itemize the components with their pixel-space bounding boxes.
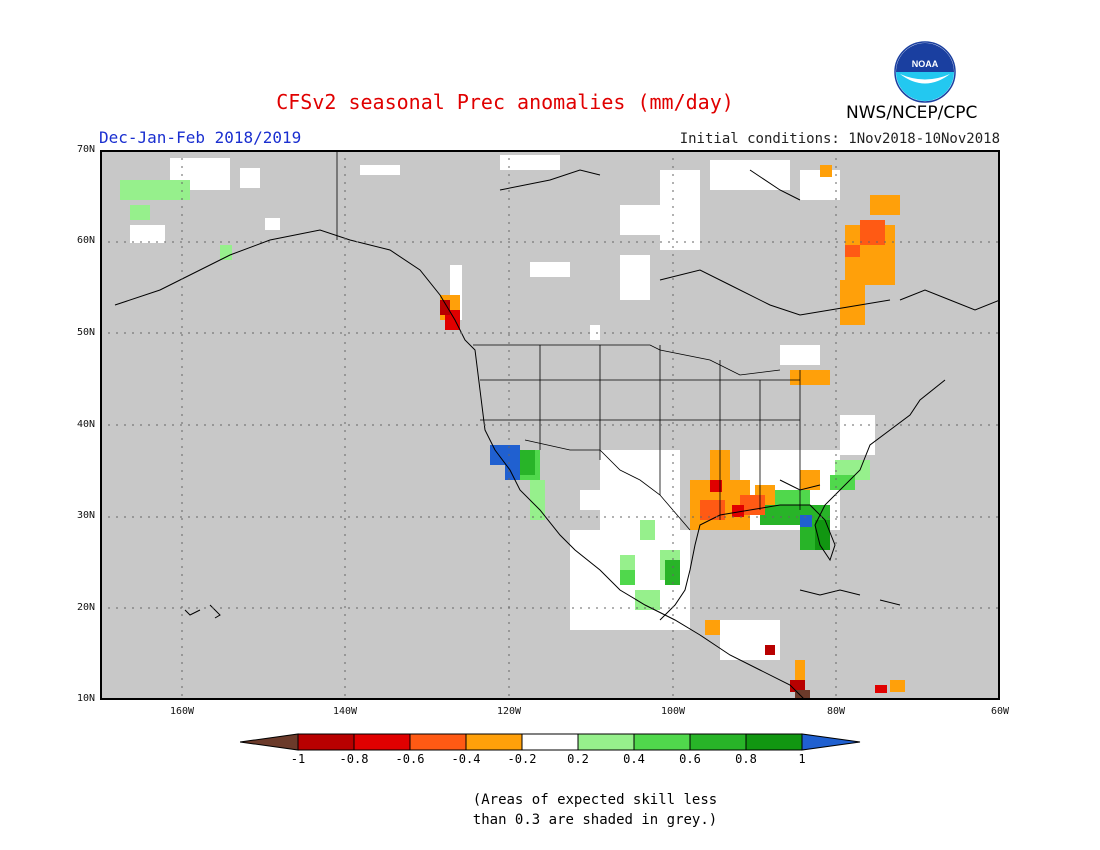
lat-label-40n: 40N [76,419,95,430]
lon-label-120w: 120W [496,706,522,717]
colorbar-label: 0.8 [735,752,757,766]
map-title: CFSv2 seasonal Prec anomalies (mm/day) [276,90,734,114]
political-borders [336,150,801,531]
anomaly-map [100,150,1000,700]
colorbar-label: -0.2 [507,752,537,766]
lat-label-20n: 20N [76,602,95,613]
anomaly-patches [120,155,905,700]
graticule [100,150,1000,700]
lat-label-70n: 70N [76,144,95,155]
svg-text:NOAA: NOAA [912,59,939,69]
lon-label-140w: 140W [332,706,358,717]
colorbar-label: 0.2 [567,752,589,766]
skill-note-line1: (Areas of expected skill less [472,792,718,808]
colorbar-label: 0.6 [679,752,701,766]
agency-label: NWS/NCEP/CPC [846,103,978,123]
lon-label-100w: 100W [660,706,686,717]
lon-label-160w: 160W [169,706,195,717]
initial-conditions: Initial conditions: 1Nov2018-10Nov2018 [679,131,1000,147]
lat-label-30n: 30N [76,510,95,521]
lat-label-50n: 50N [76,327,95,338]
noaa-logo-icon: NOAA [894,41,956,103]
skill-note-line2: than 0.3 are shaded in grey.) [472,812,718,828]
lon-label-80w: 80W [826,706,846,717]
colorbar-label: -1 [290,752,306,766]
colorbar-label: 1 [798,752,806,766]
map-frame [100,150,1000,700]
lat-label-10n: 10N [76,693,95,704]
colorbar-label: -0.4 [451,752,481,766]
forecast-period: Dec-Jan-Feb 2018/2019 [99,128,302,147]
colorbar-label: 0.4 [623,752,645,766]
lat-label-60n: 60N [76,235,95,246]
colorbar [240,733,861,751]
colorbar-label: -0.6 [395,752,425,766]
lon-label-60w: 60W [990,706,1010,717]
colorbar-label: -0.8 [339,752,369,766]
